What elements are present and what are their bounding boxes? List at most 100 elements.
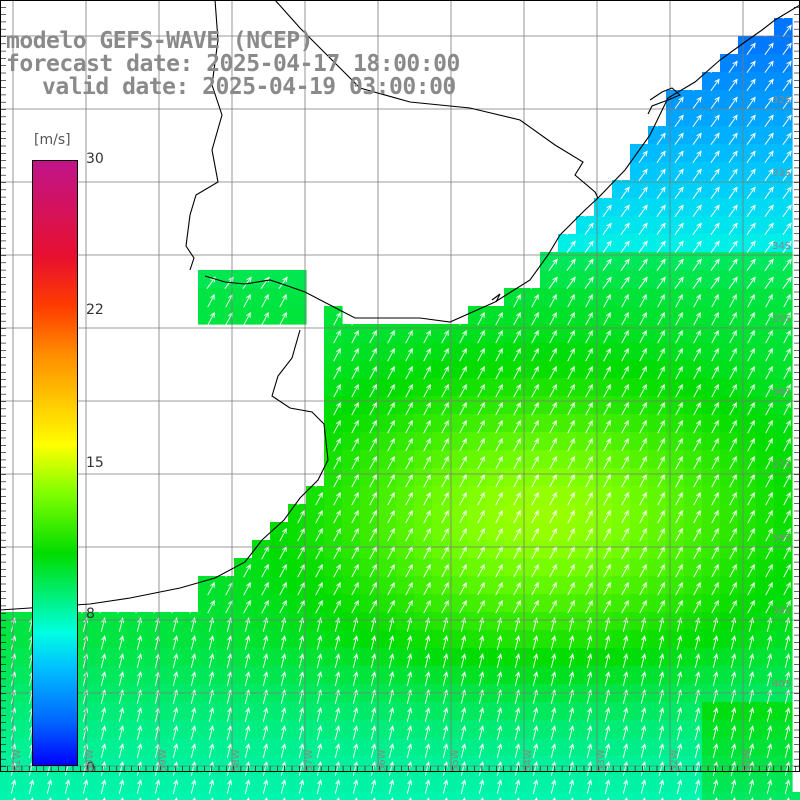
wind-arrow [532, 617, 539, 632]
wind-cell [558, 774, 577, 793]
wind-cell [774, 126, 793, 145]
wind-arrow [513, 419, 521, 434]
wind-cell [198, 792, 217, 800]
wind-cell [576, 342, 595, 361]
wind-arrow [674, 96, 684, 109]
wind-cell [90, 792, 109, 800]
wind-arrow [244, 707, 251, 722]
wind-cell [738, 648, 757, 667]
wind-arrow [728, 276, 738, 289]
wind-cell [504, 468, 523, 487]
wind-cell [252, 720, 271, 739]
wind-cell [594, 306, 613, 325]
wind-cell [558, 648, 577, 667]
wind-cell [720, 486, 739, 505]
wind-cell [594, 576, 613, 595]
wind-cell [342, 756, 361, 775]
wind-arrow [765, 329, 773, 344]
wind-cell [504, 630, 523, 649]
wind-arrow [712, 617, 719, 632]
wind-arrow [478, 617, 485, 632]
wind-arrow [28, 779, 35, 794]
wind-cell [324, 576, 343, 595]
wind-arrow [424, 743, 431, 758]
wind-cell [360, 378, 379, 397]
wind-arrow [477, 599, 485, 614]
wind-cell [576, 558, 595, 577]
wind-cell [468, 648, 487, 667]
wind-arrow [764, 96, 774, 109]
wind-cell [450, 774, 469, 793]
wind-cell [198, 594, 217, 613]
wind-cell [756, 630, 775, 649]
wind-cell [72, 792, 91, 800]
wind-arrow [586, 653, 593, 668]
lat-label: 36S [772, 387, 792, 398]
wind-arrow [675, 365, 683, 380]
wind-arrow [783, 419, 791, 434]
wind-arrow [477, 365, 485, 380]
wind-arrow [622, 725, 629, 740]
wind-cell [108, 738, 127, 757]
wind-arrow [405, 527, 413, 542]
wind-cell [558, 270, 577, 289]
wind-arrow [460, 707, 467, 722]
wind-cell [252, 594, 271, 613]
wind-cell [378, 378, 397, 397]
wind-arrow [549, 383, 557, 398]
lon-label: 61W [12, 749, 23, 772]
wind-arrow [261, 599, 269, 614]
wind-arrow [765, 581, 773, 596]
wind-arrow [297, 509, 305, 524]
wind-arrow [692, 258, 702, 271]
wind-cell [450, 324, 469, 343]
wind-arrow [190, 707, 197, 722]
wind-arrow [387, 563, 395, 578]
wind-cell [684, 504, 703, 523]
wind-cell [522, 756, 541, 775]
wind-cell [378, 414, 397, 433]
wind-arrow [280, 671, 287, 686]
wind-cell [522, 666, 541, 685]
wind-arrow [189, 599, 197, 614]
wind-arrow [604, 779, 611, 794]
wind-arrow [746, 150, 756, 163]
wind-arrow [333, 401, 341, 416]
wind-cell [702, 540, 721, 559]
wind-cell [648, 558, 667, 577]
wind-arrow [585, 599, 593, 614]
wind-cell [774, 648, 793, 667]
wind-cell [342, 666, 361, 685]
wind-arrow [640, 635, 647, 650]
wind-arrow [424, 761, 431, 776]
wind-arrow [135, 599, 143, 614]
wind-cell [558, 414, 577, 433]
wind-cell [378, 540, 397, 559]
wind-arrow [550, 725, 557, 740]
wind-arrow [783, 509, 791, 524]
wind-arrow [712, 761, 719, 776]
wind-cell [414, 558, 433, 577]
wind-arrow [441, 581, 449, 596]
wind-cell [450, 612, 469, 631]
wind-arrow [208, 707, 215, 722]
wind-arrow [532, 635, 539, 650]
wind-arrow [531, 347, 539, 362]
wind-cell [540, 432, 559, 451]
wind-arrow [514, 779, 521, 794]
wind-arrow [674, 150, 684, 163]
wind-arrow [333, 311, 341, 326]
wind-arrow [459, 527, 467, 542]
wind-arrow [586, 671, 593, 686]
wind-arrow [369, 527, 377, 542]
wind-arrow [729, 383, 737, 398]
wind-cell [720, 720, 739, 739]
wind-arrow [459, 365, 467, 380]
wind-cell [792, 792, 800, 800]
wind-arrow [586, 617, 593, 632]
wind-arrow [513, 401, 521, 416]
wind-arrow [568, 761, 575, 776]
wind-arrow [764, 240, 774, 253]
lon-label: 57W [304, 749, 315, 772]
